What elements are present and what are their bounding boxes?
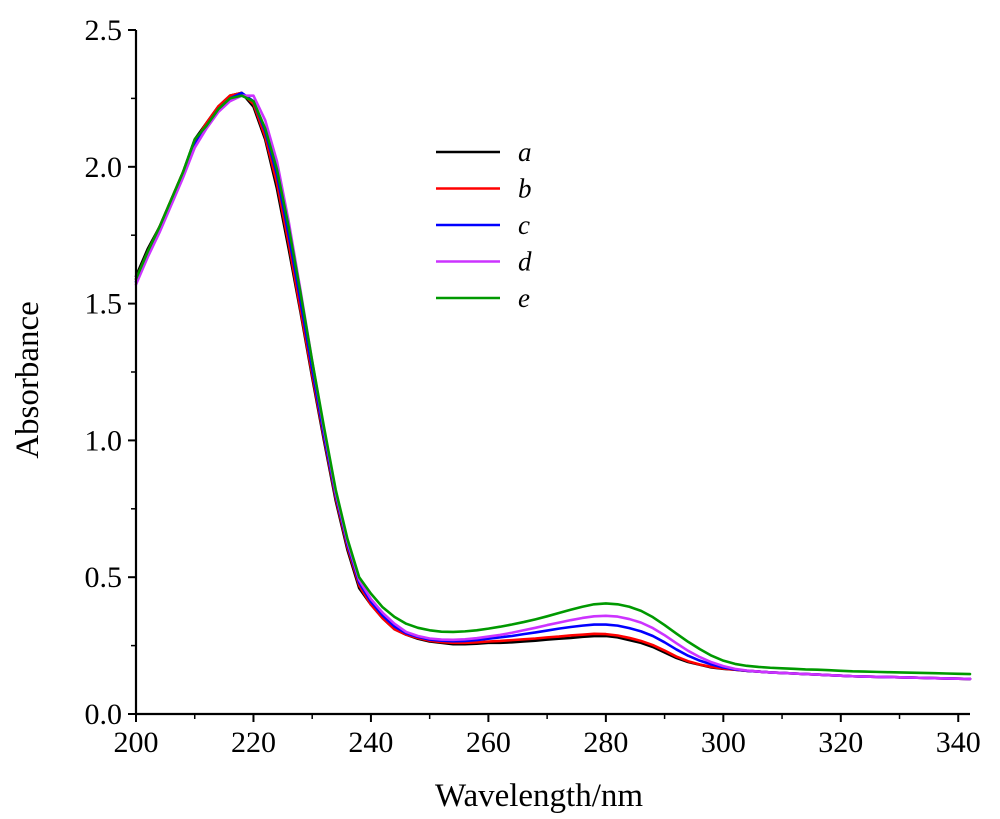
x-tick-label: 260 [466,726,511,759]
x-tick-label: 280 [583,726,628,759]
x-tick-label: 200 [114,726,159,759]
y-axis-title: Absorbance [10,301,46,459]
x-tick-label: 340 [936,726,981,759]
y-tick-label: 0.0 [85,698,123,731]
ticks-layer: 0.0 0.5 1.0 1.5 2.0 2.5 200 220 240 260 280 300 320 3… [85,14,981,759]
x-tick-label: 320 [818,726,863,759]
x-tick-label: 240 [348,726,393,759]
series-layer [134,91,972,681]
axes-layer [134,30,970,716]
y-tick-label: 1.5 [85,288,123,321]
x-tick-label: 300 [701,726,746,759]
y-tick-label: 1.0 [85,424,123,457]
y-tick-label: 2.5 [85,14,123,47]
legend-label-a: a [518,137,532,167]
legend-label-e: e [518,283,530,313]
legend-label-c: c [518,210,530,240]
y-tick-label: 2.0 [85,151,123,184]
x-axis-title: Wavelength/nm [435,778,643,814]
y-tick-label: 0.5 [85,561,123,594]
legend-label-d: d [518,247,532,277]
x-tick-label: 220 [231,726,276,759]
series-line-d [134,94,972,681]
legend-label-b: b [518,174,532,204]
series-line-c [134,91,972,681]
series-line-b [134,91,972,681]
series-line-e [134,94,972,676]
series-line-a [134,91,972,681]
